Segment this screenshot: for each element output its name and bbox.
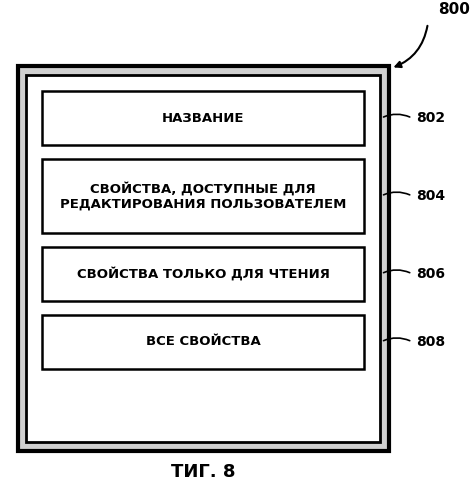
Text: 802: 802 [416,111,445,125]
Text: 804: 804 [416,189,445,203]
Text: 800: 800 [437,2,470,17]
Bar [42,91,364,146]
Text: 806: 806 [416,267,445,281]
Bar [42,159,364,233]
Text: 808: 808 [416,335,445,349]
Bar [18,66,389,450]
Bar [42,247,364,301]
Text: ВСЕ СВОЙСТВА: ВСЕ СВОЙСТВА [146,336,261,348]
Bar [27,76,380,442]
Text: СВОЙСТВА ТОЛЬКО ДЛЯ ЧТЕНИЯ: СВОЙСТВА ТОЛЬКО ДЛЯ ЧТЕНИЯ [77,267,330,281]
Text: СВОЙСТВА, ДОСТУПНЫЕ ДЛЯ
РЕДАКТИРОВАНИЯ ПОЛЬЗОВАТЕЛЕМ: СВОЙСТВА, ДОСТУПНЫЕ ДЛЯ РЕДАКТИРОВАНИЯ П… [60,182,346,210]
Text: ΤИГ. 8: ΤИГ. 8 [171,464,236,481]
Text: НАЗВАНИЕ: НАЗВАНИЕ [162,112,245,124]
Bar [42,314,364,369]
